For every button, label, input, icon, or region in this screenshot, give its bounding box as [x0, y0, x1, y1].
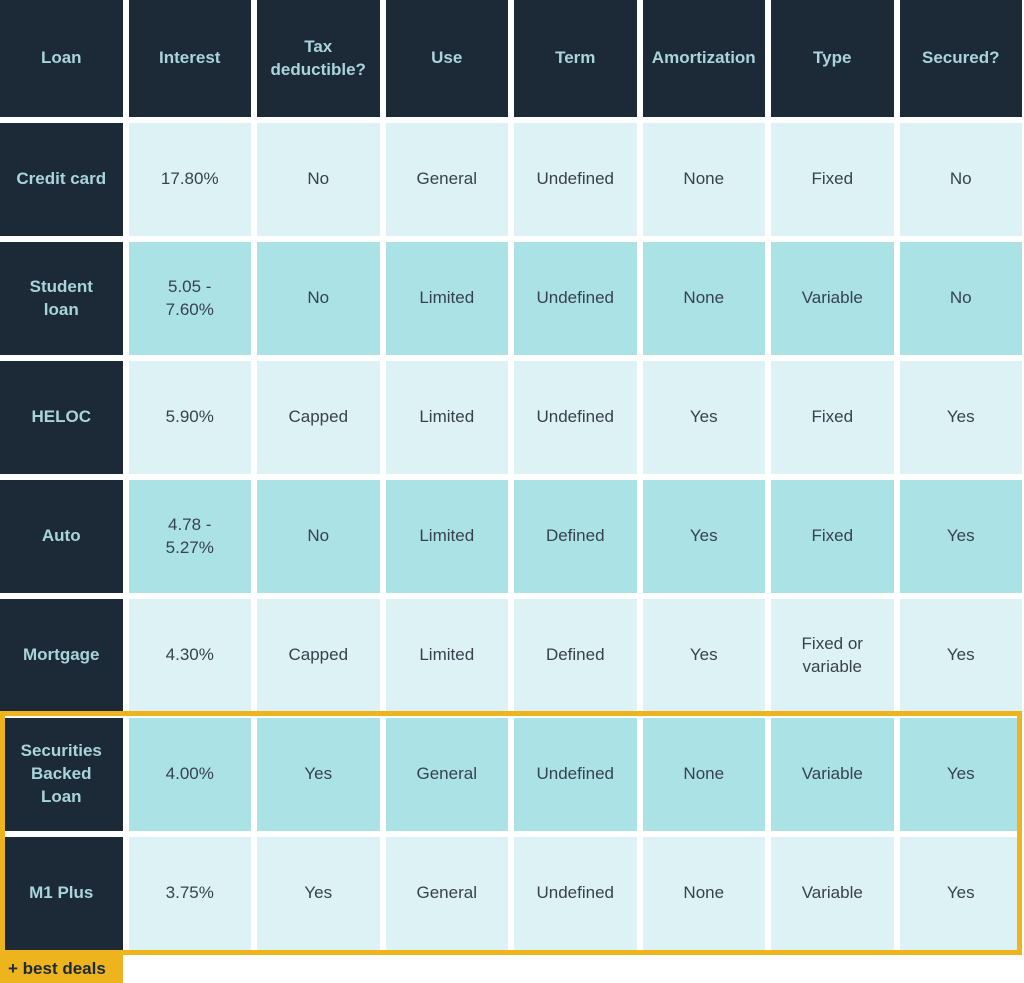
cell-credit-card-term: Undefined — [514, 123, 637, 236]
row-header-credit-card: Credit card — [0, 123, 123, 236]
cell-mortgage-amortization: Yes — [642, 599, 765, 712]
cell-auto-interest: 4.78 - 5.27% — [128, 480, 251, 593]
cell-credit-card-secured: No — [899, 123, 1022, 236]
column-header-secured: Secured? — [899, 0, 1022, 117]
cell-credit-card-interest: 17.80% — [128, 123, 251, 236]
cell-auto-use: Limited — [385, 480, 508, 593]
cell-student-loan-interest: 5.05 - 7.60% — [128, 242, 251, 355]
best-deals-badge: + best deals — [0, 955, 123, 983]
row-header-label: M1 Plus — [29, 883, 94, 903]
cell-m1-plus-term: Undefined — [514, 837, 637, 950]
cell-auto-tax_deductible: No — [257, 480, 380, 593]
cell-heloc-use: Limited — [385, 361, 508, 474]
row-header-label: Credit card — [16, 169, 107, 189]
column-header-term: Term — [514, 0, 637, 117]
cell-student-loan-tax_deductible: No — [257, 242, 380, 355]
cell-heloc-amortization: Yes — [642, 361, 765, 474]
cell-m1-plus-type: Variable — [771, 837, 894, 950]
cell-securities-backed-loan-secured: Yes — [899, 718, 1022, 831]
cell-student-loan-type: Variable — [771, 242, 894, 355]
cell-securities-backed-loan-type: Variable — [771, 718, 894, 831]
cell-heloc-tax_deductible: Capped — [257, 361, 380, 474]
cell-mortgage-term: Defined — [514, 599, 637, 712]
row-header-label: Student loan — [29, 276, 93, 319]
row-header-heloc: HELOC — [0, 361, 123, 474]
cell-securities-backed-loan-amortization: None — [642, 718, 765, 831]
cell-student-loan-use: Limited — [385, 242, 508, 355]
cell-heloc-term: Undefined — [514, 361, 637, 474]
cell-m1-plus-amortization: None — [642, 837, 765, 950]
table-grid: Loan Interest Tax deductible? Use Term Amorti… — [0, 0, 1022, 950]
row-header-student-loan: Student loan — [0, 242, 123, 355]
cell-credit-card-amortization: None — [642, 123, 765, 236]
cell-m1-plus-use: General — [385, 837, 508, 950]
cell-m1-plus-secured: Yes — [899, 837, 1022, 950]
column-header-amortization: Amortization — [642, 0, 765, 117]
cell-auto-term: Defined — [514, 480, 637, 593]
cell-securities-backed-loan-interest: 4.00% — [128, 718, 251, 831]
cell-auto-secured: Yes — [899, 480, 1022, 593]
cell-student-loan-amortization: None — [642, 242, 765, 355]
row-header-mortgage: Mortgage — [0, 599, 123, 712]
row-header-auto: Auto — [0, 480, 123, 593]
cell-securities-backed-loan-use: General — [385, 718, 508, 831]
cell-auto-amortization: Yes — [642, 480, 765, 593]
column-header-interest: Interest — [128, 0, 251, 117]
cell-credit-card-use: General — [385, 123, 508, 236]
row-header-label: Mortgage — [23, 645, 100, 665]
cell-mortgage-use: Limited — [385, 599, 508, 712]
cell-heloc-interest: 5.90% — [128, 361, 251, 474]
cell-m1-plus-interest: 3.75% — [128, 837, 251, 950]
cell-securities-backed-loan-tax_deductible: Yes — [257, 718, 380, 831]
cell-mortgage-tax_deductible: Capped — [257, 599, 380, 712]
column-header-type: Type — [771, 0, 894, 117]
column-header-use: Use — [385, 0, 508, 117]
cell-student-loan-term: Undefined — [514, 242, 637, 355]
cell-auto-type: Fixed — [771, 480, 894, 593]
column-header-loan: Loan — [0, 0, 123, 117]
cell-student-loan-secured: No — [899, 242, 1022, 355]
column-header-tax-deductible: Tax deductible? — [257, 0, 380, 117]
row-header-m1-plus: M1 Plus — [0, 837, 123, 950]
cell-credit-card-tax_deductible: No — [257, 123, 380, 236]
cell-mortgage-interest: 4.30% — [128, 599, 251, 712]
cell-credit-card-type: Fixed — [771, 123, 894, 236]
row-header-label: Securities Backed Loan — [20, 741, 102, 806]
cell-mortgage-type: Fixed or variable — [771, 599, 894, 712]
cell-mortgage-secured: Yes — [899, 599, 1022, 712]
cell-securities-backed-loan-term: Undefined — [514, 718, 637, 831]
cell-heloc-secured: Yes — [899, 361, 1022, 474]
cell-heloc-type: Fixed — [771, 361, 894, 474]
row-header-label: HELOC — [31, 407, 92, 427]
row-header-label: Auto — [41, 526, 81, 546]
cell-m1-plus-tax_deductible: Yes — [257, 837, 380, 950]
row-header-securities-backed-loan: Securities Backed Loan — [0, 718, 123, 831]
